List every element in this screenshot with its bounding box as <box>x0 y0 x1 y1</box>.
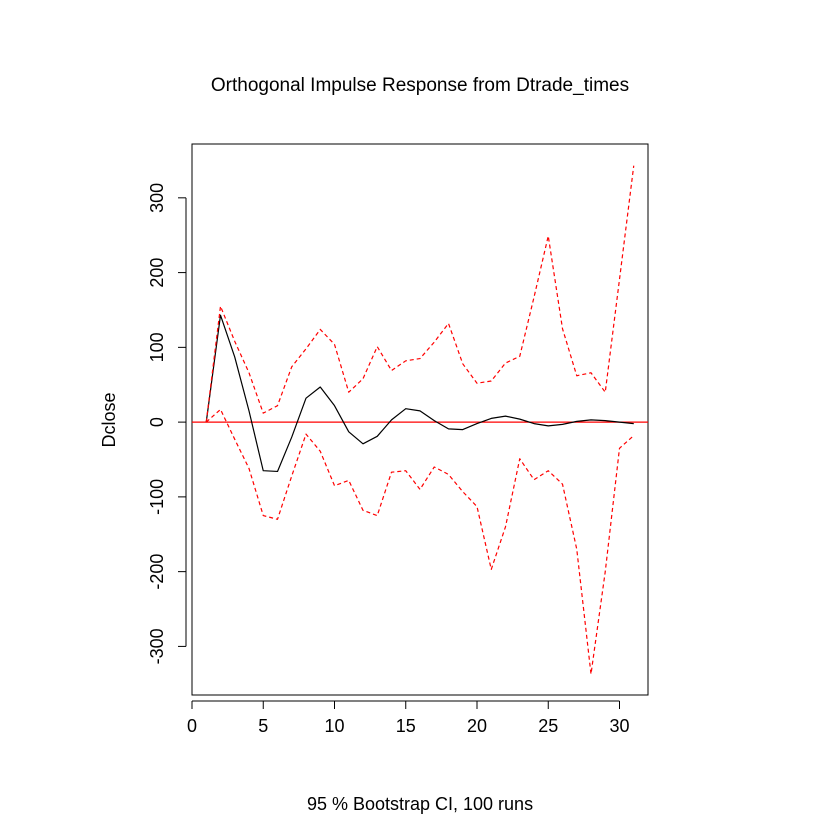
lower-ci-line <box>205 408 635 675</box>
plot-frame <box>191 143 649 696</box>
x-tick-label: 25 <box>538 716 558 736</box>
upper-ci-line <box>205 165 635 423</box>
chart-title: Orthogonal Impulse Response from Dtrade_… <box>211 75 629 96</box>
x-tick-label: 30 <box>609 716 629 736</box>
x-axis: 0 5 10 15 20 25 30 <box>187 700 630 736</box>
y-tick-label: -100 <box>147 479 167 515</box>
y-tick-label: -200 <box>147 554 167 590</box>
y-tick-label: -300 <box>147 628 167 664</box>
y-axis: -300 -200 -100 0 100 200 300 <box>147 183 187 664</box>
y-tick-label: 200 <box>147 258 167 288</box>
y-tick-label: 0 <box>147 417 167 427</box>
x-tick-label: 15 <box>396 716 416 736</box>
plot-area <box>192 165 648 675</box>
response-line <box>205 314 634 473</box>
y-tick-label: 300 <box>147 183 167 213</box>
x-tick-label: 10 <box>324 716 344 736</box>
x-axis-label: 95 % Bootstrap CI, 100 runs <box>307 794 533 814</box>
y-tick-label: 100 <box>147 332 167 362</box>
x-tick-label: 0 <box>187 716 197 736</box>
x-tick-label: 5 <box>258 716 268 736</box>
y-axis-label: Dclose <box>99 392 119 447</box>
x-tick-label: 20 <box>467 716 487 736</box>
